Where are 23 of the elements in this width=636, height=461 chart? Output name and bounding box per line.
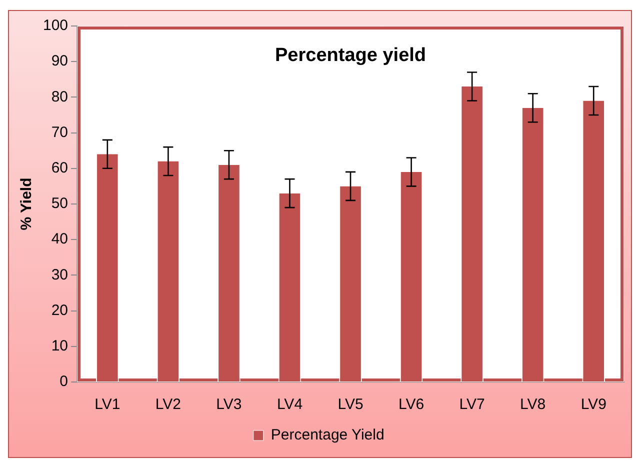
y-tick-label: 0 bbox=[60, 373, 68, 390]
y-tick-label: 20 bbox=[51, 302, 68, 319]
y-tick-label: 50 bbox=[51, 195, 68, 212]
y-tick-label: 10 bbox=[51, 338, 68, 355]
y-tick-label: 40 bbox=[51, 230, 68, 248]
text: Percentage yield bbox=[275, 45, 426, 66]
x-tick-label: LV4 bbox=[276, 396, 303, 414]
y-tick-label: 70 bbox=[51, 124, 68, 141]
x-tick-label: LV3 bbox=[216, 396, 242, 414]
x-tick-label: LV7 bbox=[459, 396, 485, 414]
x-tick-label: LV8 bbox=[520, 396, 546, 414]
y-tick-label: 80 bbox=[51, 88, 68, 106]
x-tick-label: LV5 bbox=[338, 396, 364, 414]
y-axis-title: % Yield bbox=[18, 178, 36, 230]
y-tick-label: 90 bbox=[51, 52, 68, 70]
y-tick-label: 100 bbox=[42, 17, 68, 34]
legend-label: Percentage Yield bbox=[270, 426, 384, 444]
y-tick-label: 30 bbox=[51, 266, 68, 284]
y-tick-label: 60 bbox=[51, 160, 68, 177]
x-tick-label: LV1 bbox=[94, 396, 120, 414]
x-tick-label: LV2 bbox=[155, 396, 181, 414]
x-tick-label: LV9 bbox=[580, 396, 606, 414]
x-tick-label: LV6 bbox=[398, 396, 424, 414]
